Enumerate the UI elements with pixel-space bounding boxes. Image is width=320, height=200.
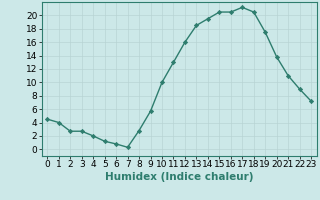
X-axis label: Humidex (Indice chaleur): Humidex (Indice chaleur): [105, 172, 253, 182]
